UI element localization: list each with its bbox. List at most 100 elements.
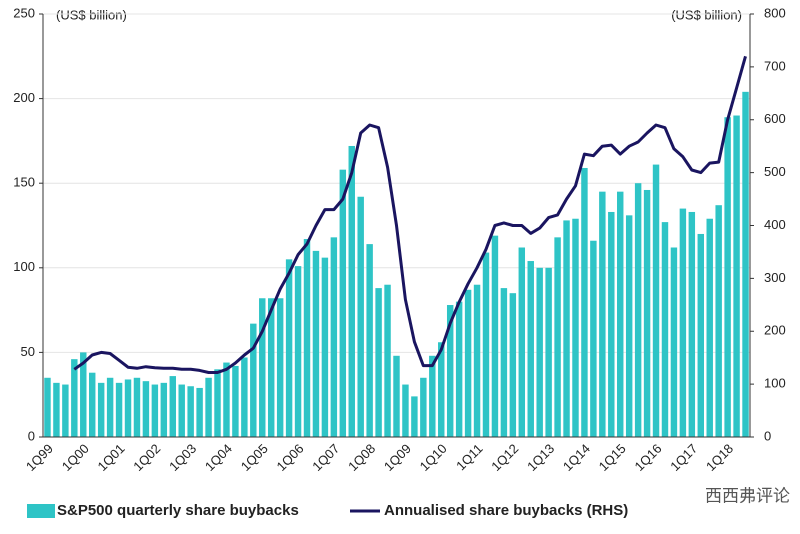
bar	[491, 235, 499, 437]
line	[73, 55, 747, 374]
x-tick-label: 1Q06	[274, 441, 307, 474]
bar	[321, 257, 329, 437]
bar	[688, 211, 696, 437]
bar	[715, 205, 722, 437]
x-tick-label: 1Q11	[453, 441, 485, 473]
bar	[652, 164, 660, 437]
bar	[563, 220, 570, 437]
bar	[53, 382, 60, 437]
bar	[617, 191, 624, 437]
x-tick-label: 1Q08	[345, 441, 378, 474]
bar	[438, 342, 445, 437]
bar	[679, 208, 687, 437]
bar	[733, 115, 740, 438]
y2-tick-label: 600	[764, 111, 786, 126]
bar	[482, 252, 490, 437]
bar	[142, 381, 150, 437]
y-tick-label: 200	[13, 90, 35, 105]
bar	[473, 284, 481, 437]
bar	[339, 169, 347, 437]
bar	[250, 323, 257, 437]
bar	[572, 218, 579, 437]
bar	[527, 261, 534, 437]
legend-swatch	[27, 504, 55, 518]
bar	[625, 215, 633, 437]
bar	[80, 352, 87, 437]
watermark: 西西弗评论	[705, 486, 790, 505]
x-tick-label: 1Q13	[524, 441, 557, 474]
x-tick-label: 1Q09	[381, 441, 414, 474]
bar	[97, 382, 105, 437]
bar	[420, 377, 427, 437]
bar	[330, 237, 338, 437]
bar	[411, 396, 418, 437]
y-tick-label: 150	[13, 175, 35, 190]
bar	[205, 377, 212, 437]
bar	[599, 191, 606, 437]
y2-tick-label: 300	[764, 270, 786, 285]
bar	[106, 377, 114, 437]
x-tick-label: 1Q04	[202, 441, 235, 474]
bar	[196, 387, 203, 437]
y2-tick-label: 100	[764, 376, 786, 391]
y2-tick-label: 700	[764, 58, 786, 73]
bar	[742, 91, 749, 437]
bar	[232, 365, 239, 437]
bar	[545, 267, 552, 437]
x-tick-label: 1Q14	[560, 441, 593, 474]
legend-label: S&P500 quarterly share buybacks	[57, 502, 299, 519]
x-tick-label: 1Q12	[488, 441, 521, 474]
x-tick-label: 1Q00	[59, 441, 92, 474]
bar	[357, 196, 364, 437]
bar	[661, 222, 669, 437]
bar	[223, 362, 230, 437]
bar	[536, 267, 543, 437]
bar	[554, 237, 561, 437]
bar	[259, 298, 266, 437]
x-tick-label: 1Q10	[417, 441, 450, 474]
y-axis-label: (US$ billion)	[56, 7, 127, 22]
bar	[124, 379, 132, 437]
bar	[44, 377, 51, 437]
bar	[464, 289, 472, 437]
bar	[581, 167, 588, 438]
bar	[71, 359, 78, 437]
x-tick-label: 1Q01	[95, 441, 128, 474]
y-tick-label: 50	[21, 344, 35, 359]
y-tick-label: 0	[28, 428, 35, 443]
bar	[88, 372, 96, 437]
bar	[446, 305, 454, 437]
y-tick-label: 100	[13, 259, 35, 274]
bar	[670, 247, 678, 437]
bar	[455, 301, 463, 437]
bar	[115, 382, 123, 437]
y2-tick-label: 400	[764, 217, 786, 232]
bar	[276, 298, 284, 437]
bar	[500, 288, 508, 437]
bar	[429, 355, 436, 437]
y2-tick-label: 800	[764, 5, 786, 20]
legend-label: Annualised share buybacks (RHS)	[384, 502, 628, 519]
bar	[518, 247, 526, 437]
bar	[348, 145, 355, 437]
x-tick-label: 1Q17	[667, 441, 700, 474]
bar	[366, 244, 373, 437]
bar	[169, 376, 176, 437]
bar	[294, 266, 302, 437]
bar	[643, 189, 651, 437]
x-tick-label: 1Q18	[703, 441, 736, 474]
bar	[706, 218, 713, 437]
bar	[214, 369, 221, 437]
bar	[285, 259, 293, 437]
x-tick-label: 1Q15	[596, 441, 629, 474]
bar	[62, 384, 69, 437]
x-tick-label: 1Q07	[309, 441, 342, 474]
bar	[697, 233, 705, 437]
x-tick-label: 1Q16	[631, 441, 664, 474]
y2-tick-label: 200	[764, 323, 786, 338]
x-tick-label: 1Q03	[166, 441, 199, 474]
bar	[312, 250, 320, 437]
bar	[724, 117, 731, 437]
bar	[187, 386, 194, 437]
